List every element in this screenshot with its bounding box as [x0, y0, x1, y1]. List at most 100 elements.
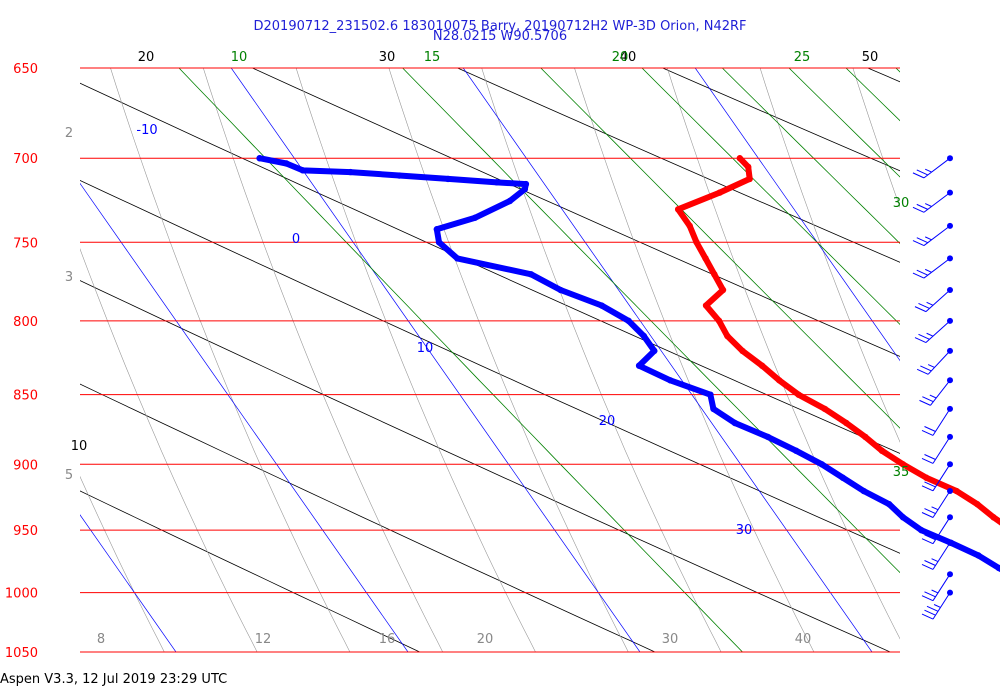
dry-adiabat-label: 10: [71, 439, 88, 454]
wind-barb-staff: [925, 289, 951, 313]
wind-barb-flag: [931, 589, 939, 594]
wind-barb-staff: [932, 542, 951, 570]
wind-barb-staff: [923, 225, 951, 246]
moist-adiabat: [80, 475, 165, 652]
dewpoint-point: [764, 433, 772, 441]
wind-barb: [921, 589, 953, 620]
temperature-point: [990, 514, 997, 521]
isotherm: [462, 68, 873, 652]
dewpoint-point: [435, 239, 443, 246]
dewpoint-point: [731, 419, 739, 427]
dewpoint-point: [444, 175, 452, 183]
wind-barb-flag: [922, 396, 934, 403]
dewpoint-point: [506, 197, 514, 205]
dewpoint-point: [299, 167, 307, 174]
dewpoint-point: [651, 347, 658, 355]
moist-adiabat: [110, 68, 351, 652]
isotherm-label: 10: [417, 341, 434, 356]
wind-barb-staff: [932, 464, 951, 492]
wind-barb-flag: [921, 538, 934, 545]
wind-barb: [921, 571, 953, 602]
wind-barb-flag: [926, 605, 939, 612]
wind-barb-flag: [921, 512, 934, 518]
temperature-point: [795, 391, 802, 398]
dewpoint-point: [347, 168, 354, 176]
dry-adiabat-label: 20: [138, 50, 155, 65]
wind-barb-flag: [927, 364, 935, 368]
dewpoint-point: [885, 501, 893, 508]
wind-barb: [914, 317, 953, 343]
moist-adiabat-label: 2: [65, 126, 73, 141]
mixing-ratio-line: [641, 68, 900, 326]
dewpoint-point: [598, 302, 605, 309]
wind-barb-flag: [924, 534, 936, 541]
wind-barb: [921, 461, 953, 492]
pressure-tick-label: 750: [13, 236, 38, 251]
moist-adiabat: [916, 0, 1000, 700]
isotherm-label: 20: [599, 414, 616, 429]
dewpoint-point: [860, 487, 867, 495]
wind-barb-flag: [933, 604, 941, 608]
dewpoint-point: [666, 377, 674, 384]
temperature-point: [899, 461, 907, 468]
wind-barb-staff: [932, 436, 951, 464]
isotherm-label: 30: [736, 523, 753, 538]
temperature-point: [724, 332, 731, 340]
dewpoint-point: [995, 564, 1000, 572]
moist-adiabat-label: 3: [65, 270, 73, 285]
dewpoint-point: [975, 552, 982, 559]
moist-adiabat-label: 8: [97, 632, 105, 647]
dewpoint-point: [557, 286, 564, 294]
moist-adiabat-label: 16: [379, 632, 396, 647]
wind-barb-flag: [912, 272, 925, 279]
mixing-ratio-line: [788, 68, 900, 178]
wind-barb-flag: [926, 332, 934, 337]
isotherm: [80, 514, 177, 652]
wind-barb-flag: [921, 595, 934, 602]
dry-adiabat: [842, 0, 1000, 700]
dewpoint-point: [707, 391, 714, 398]
temperature-point: [711, 271, 718, 278]
wind-barb-flag: [916, 203, 928, 210]
wind-barb-flag: [921, 563, 934, 570]
wind-barb-flag: [912, 172, 925, 179]
temperature-point: [776, 377, 783, 384]
chart-subtitle: N28.0215 W90.5706: [432, 29, 568, 44]
dewpoint-point: [899, 514, 907, 521]
pressure-tick-label: 900: [13, 458, 38, 473]
dry-adiabat-label: 30: [379, 50, 396, 65]
temperature-point: [716, 189, 723, 196]
wind-barb-staff: [932, 408, 951, 436]
wind-barb-flag: [921, 613, 934, 620]
temperature-point: [739, 347, 746, 355]
dry-adiabat-label: 40: [620, 50, 637, 65]
moist-adiabat-label: 40: [795, 632, 812, 647]
wind-barb: [912, 255, 953, 279]
moist-adiabat: [481, 68, 722, 652]
temperature-point: [923, 474, 930, 481]
moist-adiabat: [852, 68, 900, 208]
wind-barb-flag: [914, 306, 927, 313]
dewpoint-point: [918, 526, 925, 534]
wind-barb-staff: [932, 573, 951, 601]
pressure-tick-label: 700: [13, 152, 38, 167]
mixing-ratio-line: [178, 68, 744, 652]
temperature-point: [843, 419, 850, 427]
pressure-tick-label: 800: [13, 315, 38, 330]
wind-barb-flag: [920, 365, 932, 372]
temperature-point: [953, 487, 960, 495]
wind-barb-flag: [924, 168, 932, 173]
dewpoint-point: [635, 362, 643, 369]
mixing-ratio-label: 10: [231, 50, 248, 65]
wind-barb-staff: [930, 379, 951, 406]
wind-barb-flag: [918, 333, 930, 340]
moist-adiabat-label: 30: [662, 632, 679, 647]
dry-adiabat-label: 50: [862, 50, 879, 65]
wind-barb-staff: [923, 192, 951, 213]
chart-title: D20190712_231502.6 183010075 Barry, 2019…: [253, 19, 747, 34]
pressure-tick-label: 650: [13, 62, 38, 77]
sounding-profiles: [256, 155, 1000, 573]
